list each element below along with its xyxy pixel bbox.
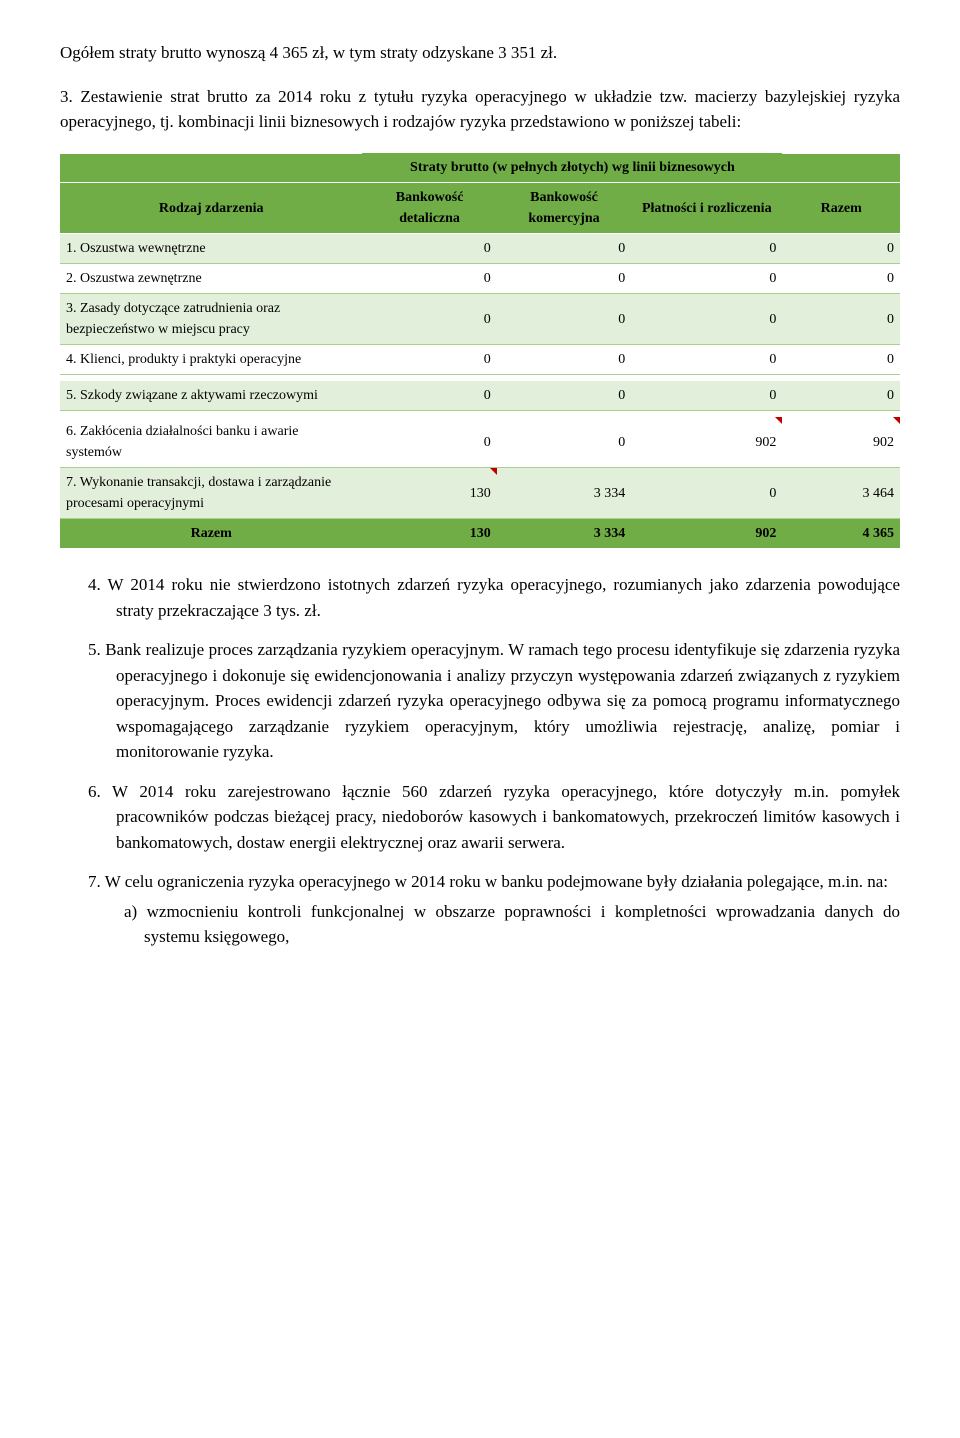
row-val: 0 bbox=[782, 264, 900, 294]
row-val: 0 bbox=[362, 381, 496, 411]
row-val: 0 bbox=[782, 345, 900, 375]
total-val: 3 334 bbox=[497, 519, 631, 549]
intro-paragraph-1: Ogółem straty brutto wynoszą 4 365 zł, w… bbox=[60, 40, 900, 66]
total-val: 4 365 bbox=[782, 519, 900, 549]
row-val: 0 bbox=[631, 234, 782, 264]
paragraph-4: 4. W 2014 roku nie stwierdzono istotnych… bbox=[88, 572, 900, 623]
table-header-row-2: Rodzaj zdarzenia Bankowość detaliczna Ba… bbox=[60, 183, 900, 234]
row-val: 0 bbox=[362, 264, 496, 294]
list-number-3: 3. bbox=[60, 87, 73, 106]
col-header-4: Razem bbox=[782, 183, 900, 234]
row-val: 0 bbox=[631, 264, 782, 294]
row-label: 1. Oszustwa wewnętrzne bbox=[60, 234, 362, 264]
row-val: 902 bbox=[631, 417, 782, 468]
p5-text: Bank realizuje proces zarządzania ryzyki… bbox=[105, 640, 900, 761]
paragraph-6: 6. W 2014 roku zarejestrowano łącznie 56… bbox=[88, 779, 900, 856]
table-total-row: Razem 130 3 334 902 4 365 bbox=[60, 519, 900, 549]
col-header-3: Płatności i rozliczenia bbox=[631, 183, 782, 234]
row-val: 0 bbox=[497, 264, 631, 294]
row-label: 4. Klienci, produkty i praktyki operacyj… bbox=[60, 345, 362, 375]
row-val: 0 bbox=[362, 234, 496, 264]
row-label: 6. Zakłócenia działalności banku i awari… bbox=[60, 417, 362, 468]
table-row: 4. Klienci, produkty i praktyki operacyj… bbox=[60, 345, 900, 375]
table-row: 5. Szkody związane z aktywami rzeczowymi… bbox=[60, 381, 900, 411]
row-val: 0 bbox=[782, 381, 900, 411]
total-val: 902 bbox=[631, 519, 782, 549]
p4-text: W 2014 roku nie stwierdzono istotnych zd… bbox=[108, 575, 900, 620]
p7-text: W celu ograniczenia ryzyka operacyjnego … bbox=[105, 872, 888, 891]
total-label: Razem bbox=[60, 519, 362, 549]
col-header-2: Bankowość komercyjna bbox=[497, 183, 631, 234]
header-span: Straty brutto (w pełnych złotych) wg lin… bbox=[362, 153, 782, 183]
col-header-1: Bankowość detaliczna bbox=[362, 183, 496, 234]
row-val: 0 bbox=[631, 381, 782, 411]
row-val: 3 464 bbox=[782, 468, 900, 519]
row-val: 0 bbox=[362, 345, 496, 375]
row-label: 3. Zasady dotyczące zatrudnienia oraz be… bbox=[60, 294, 362, 345]
row-val: 130 bbox=[362, 468, 496, 519]
table-body: 1. Oszustwa wewnętrzne 0 0 0 0 2. Oszust… bbox=[60, 234, 900, 549]
paragraph-7: 7. W celu ograniczenia ryzyka operacyjne… bbox=[88, 869, 900, 895]
row-val: 0 bbox=[782, 294, 900, 345]
row-val: 902 bbox=[782, 417, 900, 468]
header-blank-right bbox=[782, 153, 900, 183]
table-row: 6. Zakłócenia działalności banku i awari… bbox=[60, 417, 900, 468]
row-label: 7. Wykonanie transakcji, dostawa i zarzą… bbox=[60, 468, 362, 519]
intro-paragraph-2: 3. Zestawienie strat brutto za 2014 roku… bbox=[60, 84, 900, 135]
row-val: 0 bbox=[631, 468, 782, 519]
losses-table-wrapper: Straty brutto (w pełnych złotych) wg lin… bbox=[60, 153, 900, 549]
p6-text: W 2014 roku zarejestrowano łącznie 560 z… bbox=[112, 782, 900, 852]
row-val: 0 bbox=[497, 294, 631, 345]
list-number-7: 7. bbox=[88, 872, 101, 891]
row-val: 0 bbox=[631, 345, 782, 375]
list-number-5: 5. bbox=[88, 640, 101, 659]
row-val: 0 bbox=[497, 234, 631, 264]
header-blank bbox=[60, 153, 362, 183]
list-number-6: 6. bbox=[88, 782, 101, 801]
row-label: 5. Szkody związane z aktywami rzeczowymi bbox=[60, 381, 362, 411]
paragraph-7a: a) wzmocnieniu kontroli funkcjonalnej w … bbox=[88, 899, 900, 950]
table-row: 2. Oszustwa zewnętrzne 0 0 0 0 bbox=[60, 264, 900, 294]
col-header-0: Rodzaj zdarzenia bbox=[60, 183, 362, 234]
table-header-row-1: Straty brutto (w pełnych złotych) wg lin… bbox=[60, 153, 900, 183]
row-val: 0 bbox=[497, 417, 631, 468]
table-row: 1. Oszustwa wewnętrzne 0 0 0 0 bbox=[60, 234, 900, 264]
intro-p2-text: Zestawienie strat brutto za 2014 roku z … bbox=[60, 87, 900, 132]
row-val: 0 bbox=[782, 234, 900, 264]
row-val: 0 bbox=[631, 294, 782, 345]
row-val: 0 bbox=[497, 381, 631, 411]
losses-table: Straty brutto (w pełnych złotych) wg lin… bbox=[60, 153, 900, 549]
row-val: 0 bbox=[362, 417, 496, 468]
row-val: 3 334 bbox=[497, 468, 631, 519]
row-label: 2. Oszustwa zewnętrzne bbox=[60, 264, 362, 294]
total-val: 130 bbox=[362, 519, 496, 549]
row-val: 0 bbox=[497, 345, 631, 375]
row-val: 0 bbox=[362, 294, 496, 345]
table-row: 3. Zasady dotyczące zatrudnienia oraz be… bbox=[60, 294, 900, 345]
table-row: 7. Wykonanie transakcji, dostawa i zarzą… bbox=[60, 468, 900, 519]
paragraph-5: 5. Bank realizuje proces zarządzania ryz… bbox=[88, 637, 900, 765]
list-number-4: 4. bbox=[88, 575, 101, 594]
